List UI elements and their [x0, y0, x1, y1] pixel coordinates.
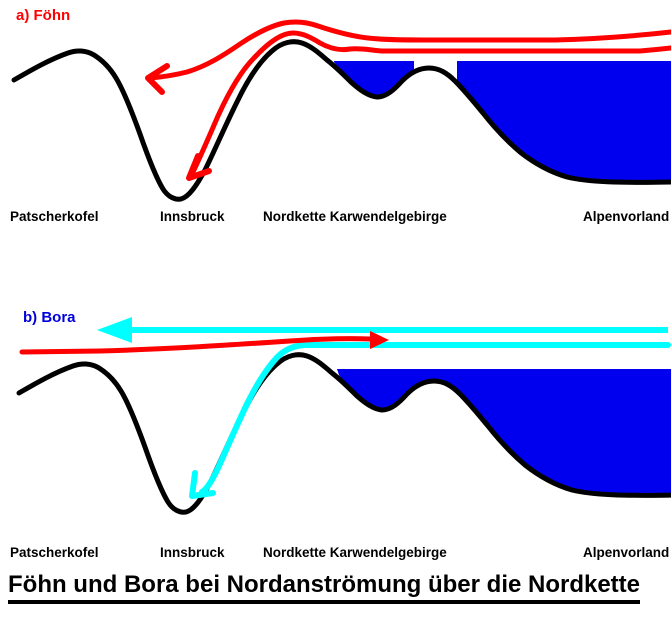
foehn-upper-flow-line — [147, 19, 671, 81]
cold-air-pool-b — [337, 369, 671, 496]
panel-a-label: a) Föhn — [16, 7, 71, 24]
axis-label-nordkette-a: Nordkette Karwendelgebirge — [263, 209, 447, 224]
bora-downslope-flow-line — [199, 342, 671, 495]
axis-label-nordkette-b: Nordkette Karwendelgebirge — [263, 545, 447, 560]
axis-label-alpenvorland-a: Alpenvorland — [583, 209, 670, 224]
foehn-downslope-flow-line — [189, 30, 671, 177]
terrain-profile-b — [16, 352, 671, 515]
panel-b-label: b) Bora — [23, 309, 76, 326]
bora-upper-flow-arrowhead-icon — [97, 317, 132, 343]
cold-air-pool-a-right — [457, 61, 671, 183]
page-title: Föhn und Bora bei Nordanströmung über di… — [8, 571, 641, 605]
blocked-warm-flow-line — [19, 336, 373, 355]
foehn-downslope-arrowhead-icon — [186, 153, 212, 181]
foehn-upper-flow-arrowhead-icon — [145, 63, 170, 95]
blocked-warm-flow-arrowhead-icon — [370, 331, 389, 349]
axis-label-alpenvorland-b: Alpenvorland — [583, 545, 670, 560]
terrain-profile-a — [11, 39, 671, 202]
bora-downslope-arrowhead-icon — [189, 470, 216, 499]
axis-label-patscherkofel-a: Patscherkofel — [10, 209, 99, 224]
axis-label-innsbruck-a: Innsbruck — [160, 209, 225, 224]
axis-label-innsbruck-b: Innsbruck — [160, 545, 225, 560]
axis-label-patscherkofel-b: Patscherkofel — [10, 545, 99, 560]
